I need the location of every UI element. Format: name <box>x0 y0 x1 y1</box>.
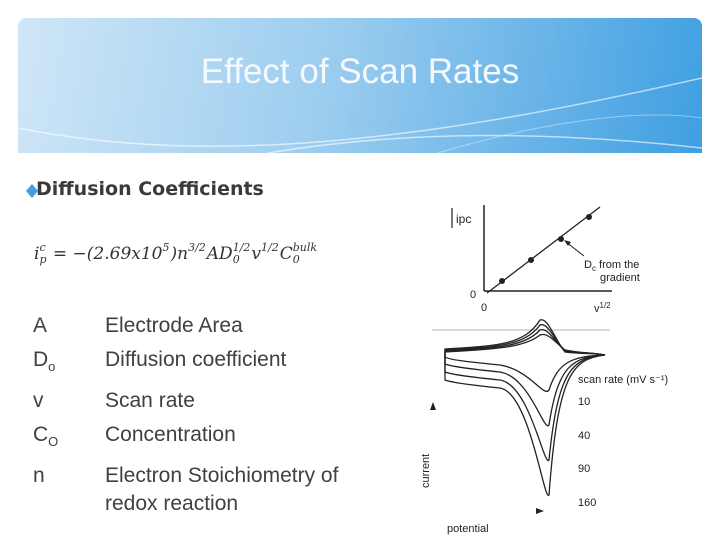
symbol: A <box>33 314 48 337</box>
eq-sub: 0 <box>292 253 300 266</box>
eq-scripts: 1/2 0 <box>233 242 251 266</box>
eq-base: C <box>279 244 293 264</box>
eq-base: )n <box>170 244 189 264</box>
def-symbol: n <box>33 462 105 518</box>
def-symbol: CO <box>33 421 105 456</box>
eq-sup: 5 <box>162 241 170 254</box>
eq-base: AD <box>206 244 233 264</box>
cv-x-label: potential <box>447 523 489 535</box>
symbol: n <box>33 464 45 488</box>
annotation-sub: c <box>592 264 596 273</box>
header-decor <box>18 77 702 153</box>
cv-legend-title: scan rate (mV s⁻¹) <box>578 374 668 386</box>
def-meaning: Electron Stoichiometry of redox reaction <box>105 464 339 516</box>
annotation-line1: from the <box>596 259 639 271</box>
eq-sub: 0 <box>232 253 240 266</box>
def-meaning: Concentration <box>105 423 236 447</box>
eq-base: i <box>34 244 40 264</box>
symbol: C <box>33 423 49 447</box>
def-meaning: Electrode Area <box>105 314 243 337</box>
symbol: D <box>33 348 49 371</box>
definitions: A Electrode Area Do Diffusion coefficient v S… <box>33 312 375 518</box>
scan-rate-label: 160 <box>578 497 596 509</box>
inset-origin-y: 0 <box>470 289 476 301</box>
symbol-sub: O <box>48 434 59 450</box>
eq-scripts: 5 <box>162 242 169 266</box>
eq-sup: 1/2 <box>232 241 251 254</box>
inset-annotation-2: gradient <box>600 272 640 284</box>
eq-sup: 1/2 <box>261 241 279 254</box>
symbol-sub: o <box>48 359 56 375</box>
eq-base: v <box>251 244 262 264</box>
eq-sub: p <box>39 253 47 266</box>
def-symbol: A <box>33 312 105 340</box>
eq-sup: 3/2 <box>188 241 206 254</box>
inset-plot <box>451 205 612 294</box>
inset-origin-x: 0 <box>481 302 487 314</box>
x-label-sup: 1/2 <box>600 301 612 310</box>
scan-rate-label: 40 <box>578 430 590 442</box>
scan-rate-label: 10 <box>578 396 590 408</box>
eq-scripts: bulk 0 <box>293 242 317 266</box>
eq-sup: bulk <box>292 241 318 254</box>
def-symbol: v <box>33 387 105 415</box>
scan-rate-label: 90 <box>578 463 590 475</box>
annotation-sym: D <box>584 259 592 271</box>
inset-x-label: v1/2 <box>594 301 611 315</box>
eq-sup: c <box>39 241 46 254</box>
cv-y-label: current <box>420 454 432 488</box>
eq-base: = −(2.69x10 <box>47 244 163 264</box>
cv-plot <box>430 319 610 514</box>
inset-annotation: Dc from the <box>584 259 639 273</box>
bullet-heading: Diffusion Coefficients <box>36 178 264 200</box>
inset-y-label: ipc <box>456 212 471 226</box>
def-meaning: Scan rate <box>105 389 195 413</box>
x-label-base: v <box>594 303 600 315</box>
bullet-icon <box>26 184 38 198</box>
def-meaning: Diffusion coefficient <box>105 348 287 371</box>
header-band <box>18 18 702 153</box>
symbol: v <box>33 389 44 413</box>
eq-scripts: 3/2 <box>188 242 206 266</box>
def-symbol: Do <box>33 346 105 381</box>
slide-title: Effect of Scan Rates <box>200 52 520 91</box>
eq-scripts: 1/2 <box>261 242 279 266</box>
